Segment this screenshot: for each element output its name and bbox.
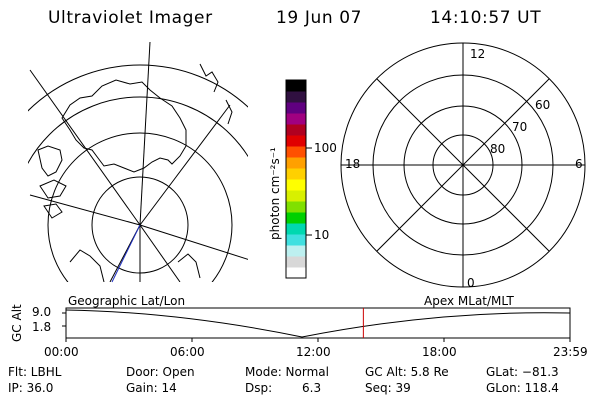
timeline-xtick-1800: 18:00 [422, 345, 457, 359]
colorbar-band [286, 146, 306, 158]
colorbar-band [286, 157, 306, 169]
date-label: 19 Jun 07 [276, 8, 363, 28]
door-label: Door: Open [126, 365, 195, 379]
timeline-xtick-1200: 12:00 [296, 345, 331, 359]
polar-label-70: 70 [512, 120, 528, 134]
seq-label: Seq: 39 [365, 381, 411, 395]
colorbar-band [286, 190, 306, 202]
glat-label: GLat: −81.3 [486, 365, 559, 379]
timeline-ytick-9: 9.0 [32, 305, 52, 319]
mode-label: Mode: Normal [245, 365, 329, 379]
gain-label: Gain: 14 [126, 381, 177, 395]
altitude-curve [65, 309, 571, 338]
colorbar-band [286, 80, 306, 92]
colorbar-band [286, 113, 306, 125]
instrument-title: Ultraviolet Imager [48, 8, 213, 28]
colorbar-band [286, 245, 306, 257]
colorbar-band [286, 223, 306, 235]
colorbar-band [286, 234, 306, 246]
time-label: 14:10:57 UT [430, 8, 542, 28]
colorbar-band [286, 267, 306, 279]
dsp-value: 6.3 [302, 381, 322, 395]
polar-label-80: 80 [490, 142, 506, 156]
colorbar-band [286, 135, 306, 147]
timeline-xtick-0000: 00:00 [44, 345, 79, 359]
filter-label: Flt: LBHL [8, 365, 62, 379]
polar-label-0: 0 [467, 276, 475, 290]
colorbar-band [286, 102, 306, 114]
timeline-xtick-0600: 06:00 [170, 345, 205, 359]
polar-label-18: 18 [345, 157, 361, 171]
polar-label-60: 60 [535, 98, 551, 112]
timeline-ytick-1-8: 1.8 [32, 320, 52, 334]
colorbar-band [286, 91, 306, 103]
colorbar-tick-100: 100 [314, 141, 337, 155]
coastline [61, 79, 187, 173]
polar-label-6: 6 [575, 157, 583, 171]
colorbar-band [286, 212, 306, 224]
orbit-track [111, 224, 141, 283]
timeline-right-title: Apex MLat/MLT [424, 294, 514, 308]
colorbar-band [286, 201, 306, 213]
polar-label-12: 12 [470, 47, 486, 61]
gc-alt-label: GC Alt: 5.8 Re [365, 365, 449, 379]
colorbar-band [286, 168, 306, 180]
timeline-left-title: Geographic Lat/Lon [68, 294, 186, 308]
colorbar-band [286, 256, 306, 268]
colorbar-band [286, 179, 306, 191]
colorbar-tick-10: 10 [314, 228, 330, 242]
ip-label: IP: 36.0 [8, 381, 54, 395]
glon-label: GLon: 118.4 [486, 381, 559, 395]
dsp-label: Dsp: [245, 381, 273, 395]
colorbar-band [286, 124, 306, 136]
timeline-xtick-2359: 23:59 [553, 345, 588, 359]
